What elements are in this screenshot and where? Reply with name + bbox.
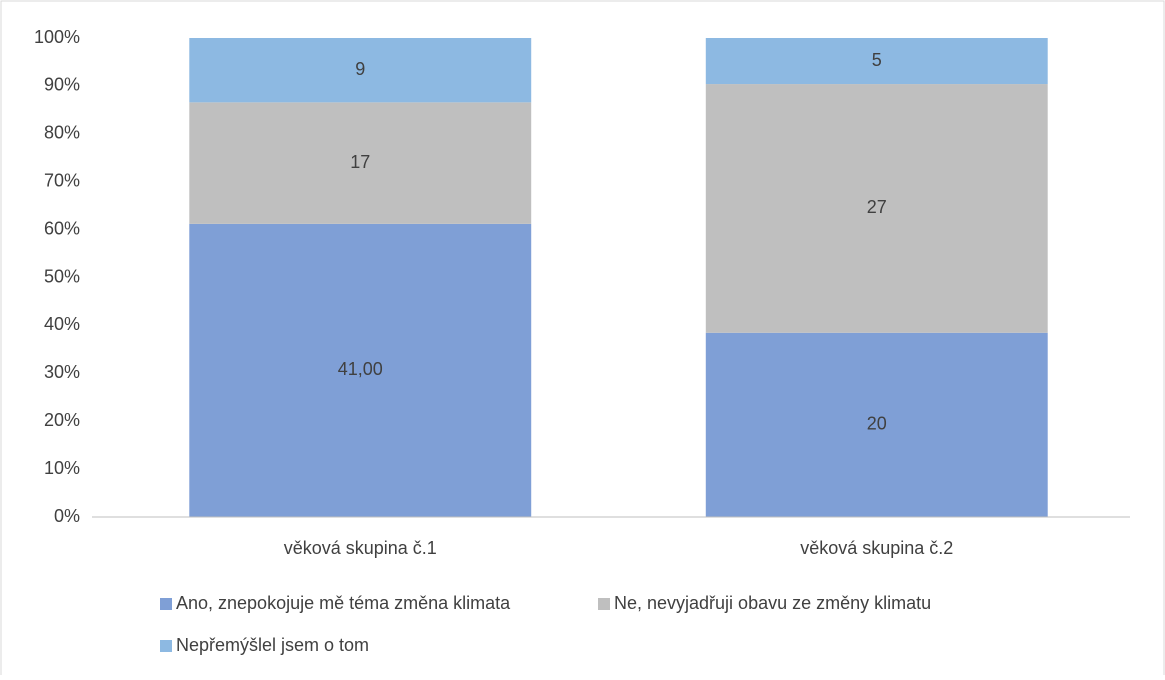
data-label: 41,00	[338, 359, 383, 379]
bar-segment	[705, 332, 1048, 517]
legend-label: Ano, znepokojuje mě téma změna klimata	[176, 593, 511, 613]
y-tick-label: 0%	[54, 506, 80, 526]
legend-label: Ne, nevyjadřuji obavu ze změny klimatu	[614, 593, 931, 613]
data-label: 9	[355, 59, 365, 79]
bar-segment	[189, 38, 532, 103]
bar-segment	[189, 102, 532, 224]
x-tick-label: věková skupina č.1	[284, 538, 437, 558]
y-tick-label: 90%	[44, 75, 80, 95]
legend-label: Nepřemýšlel jsem o tom	[176, 635, 369, 655]
y-tick-label: 80%	[44, 123, 80, 143]
bar-segment	[705, 38, 1048, 85]
data-label: 17	[350, 152, 370, 172]
bar-segment	[189, 223, 532, 517]
data-label: 20	[867, 414, 887, 434]
y-tick-label: 100%	[34, 27, 80, 47]
legend-swatch	[598, 598, 610, 610]
y-tick-label: 30%	[44, 362, 80, 382]
data-label: 5	[872, 50, 882, 70]
legend-swatch	[160, 640, 172, 652]
data-label: 27	[867, 197, 887, 217]
y-tick-label: 50%	[44, 266, 80, 286]
y-tick-label: 40%	[44, 314, 80, 334]
y-tick-label: 70%	[44, 170, 80, 190]
y-tick-label: 60%	[44, 218, 80, 238]
bar-segment	[705, 84, 1048, 333]
y-tick-label: 10%	[44, 458, 80, 478]
y-tick-label: 20%	[44, 410, 80, 430]
legend-swatch	[160, 598, 172, 610]
x-tick-label: věková skupina č.2	[800, 538, 953, 558]
